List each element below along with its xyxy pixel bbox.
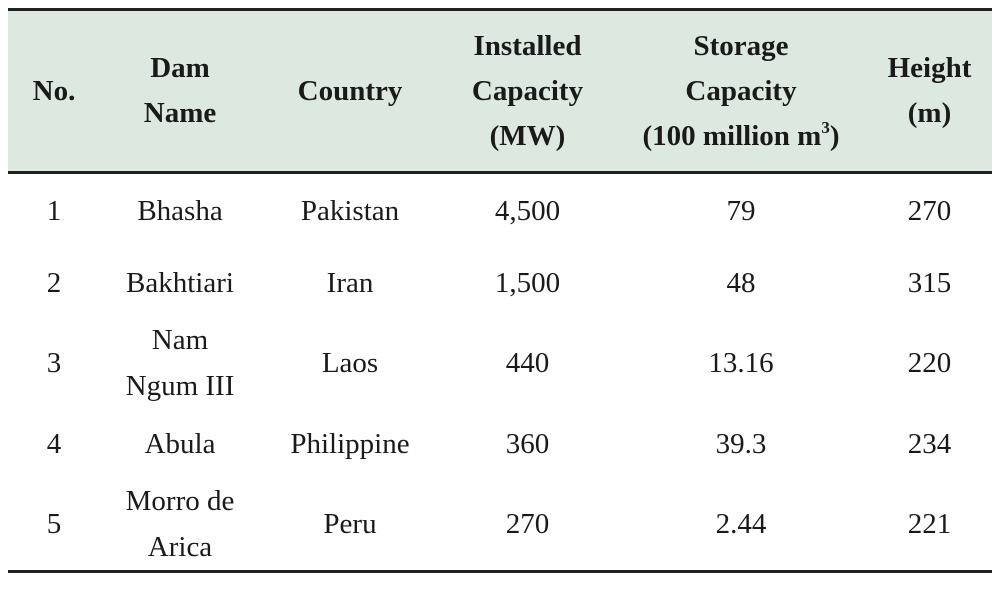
cell-installed-capacity: 4,500	[440, 173, 615, 249]
cell-height: 234	[867, 409, 992, 478]
cell-dam-name: Morro de Arica	[100, 478, 260, 572]
header-height: Height (m)	[867, 10, 992, 173]
cell-country: Laos	[260, 317, 440, 409]
header-row: No. Dam Name Country Installed Capacity …	[8, 10, 992, 173]
header-storage-capacity: Storage Capacity (100 million m3)	[615, 10, 867, 173]
cell-country: Philippine	[260, 409, 440, 478]
table-body: 1 Bhasha Pakistan 4,500 79 270 2 Bakhtia…	[8, 173, 992, 572]
cell-installed-capacity: 1,500	[440, 248, 615, 317]
cell-dam-name: Abula	[100, 409, 260, 478]
table-row: 5 Morro de Arica Peru 270 2.44 221	[8, 478, 992, 572]
cell-dam-name: Bakhtiari	[100, 248, 260, 317]
cell-country: Iran	[260, 248, 440, 317]
cell-height: 315	[867, 248, 992, 317]
cell-installed-capacity: 270	[440, 478, 615, 572]
table-row: 4 Abula Philippine 360 39.3 234	[8, 409, 992, 478]
cell-no: 5	[8, 478, 100, 572]
cell-no: 2	[8, 248, 100, 317]
cell-height: 221	[867, 478, 992, 572]
cell-storage-capacity: 2.44	[615, 478, 867, 572]
header-installed-capacity: Installed Capacity (MW)	[440, 10, 615, 173]
cell-storage-capacity: 13.16	[615, 317, 867, 409]
cell-country: Pakistan	[260, 173, 440, 249]
cell-storage-capacity: 48	[615, 248, 867, 317]
table-header: No. Dam Name Country Installed Capacity …	[8, 10, 992, 173]
dam-table-container: No. Dam Name Country Installed Capacity …	[8, 8, 992, 573]
cell-no: 3	[8, 317, 100, 409]
cell-dam-name: Bhasha	[100, 173, 260, 249]
cell-no: 4	[8, 409, 100, 478]
cell-no: 1	[8, 173, 100, 249]
cell-dam-name: Nam Ngum III	[100, 317, 260, 409]
table-row: 1 Bhasha Pakistan 4,500 79 270	[8, 173, 992, 249]
storage-unit-close: )	[830, 120, 840, 152]
cell-storage-capacity: 79	[615, 173, 867, 249]
table-row: 2 Bakhtiari Iran 1,500 48 315	[8, 248, 992, 317]
cell-country: Peru	[260, 478, 440, 572]
cell-storage-capacity: 39.3	[615, 409, 867, 478]
cell-installed-capacity: 360	[440, 409, 615, 478]
table-row: 3 Nam Ngum III Laos 440 13.16 220	[8, 317, 992, 409]
cell-height: 270	[867, 173, 992, 249]
header-country: Country	[260, 10, 440, 173]
cell-installed-capacity: 440	[440, 317, 615, 409]
cell-height: 220	[867, 317, 992, 409]
storage-unit-superscript: 3	[821, 118, 830, 137]
header-dam-name: Dam Name	[100, 10, 260, 173]
dam-table: No. Dam Name Country Installed Capacity …	[8, 8, 992, 573]
storage-header-text: Storage Capacity (100 million m	[642, 30, 821, 152]
header-no: No.	[8, 10, 100, 173]
